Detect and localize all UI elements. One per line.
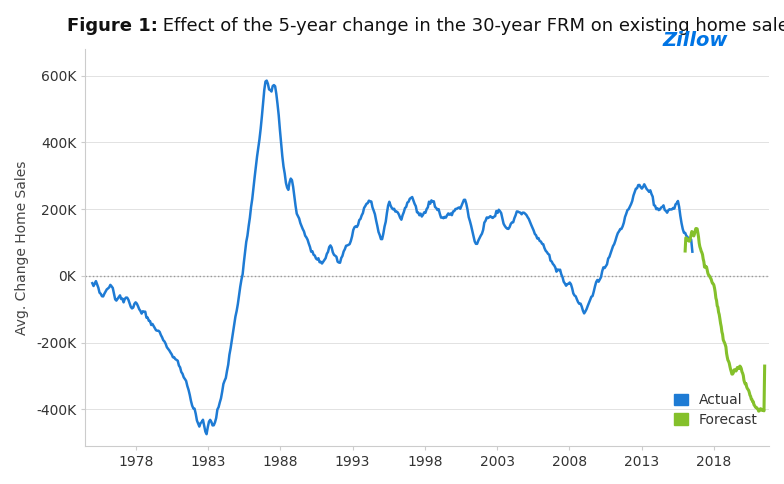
Y-axis label: Avg. Change Home Sales: Avg. Change Home Sales [15, 160, 29, 334]
Text: Zillow: Zillow [662, 31, 728, 50]
Text: Figure 1:: Figure 1: [67, 17, 158, 35]
Text: Effect of the 5-year change in the 30-year FRM on existing home sales: Effect of the 5-year change in the 30-ye… [157, 17, 784, 35]
Polygon shape [593, 29, 641, 51]
Legend: Actual, Forecast: Actual, Forecast [670, 389, 762, 431]
